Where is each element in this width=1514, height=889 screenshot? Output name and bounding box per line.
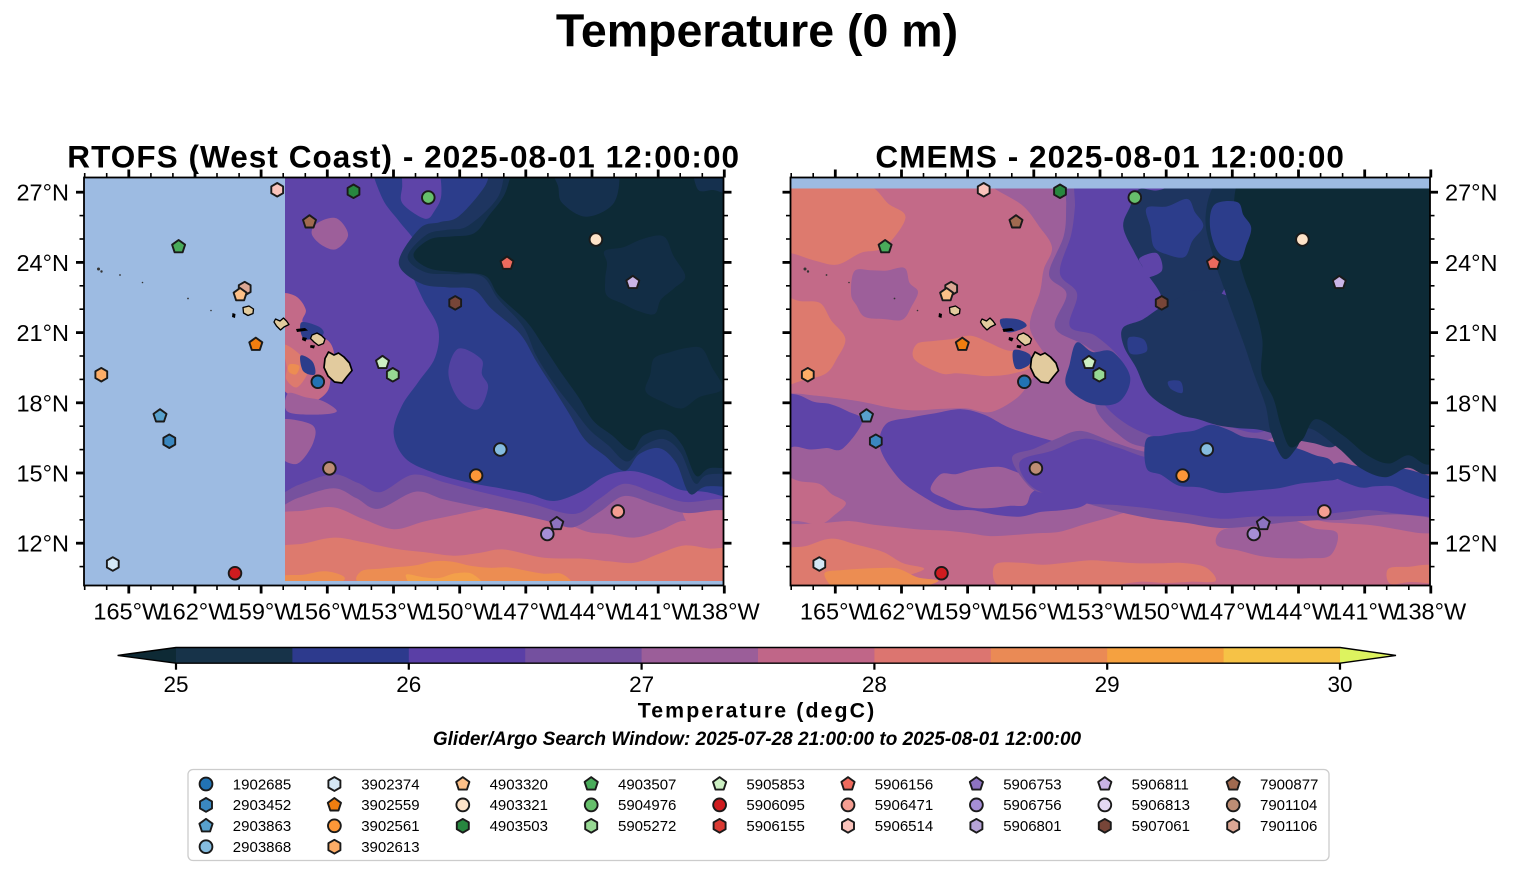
svg-text:18°N: 18°N xyxy=(16,390,69,416)
svg-text:141°W: 141°W xyxy=(623,599,695,625)
svg-text:5907061: 5907061 xyxy=(1132,818,1190,835)
svg-text:3902374: 3902374 xyxy=(361,776,419,793)
svg-text:24°N: 24°N xyxy=(16,250,69,276)
svg-text:25: 25 xyxy=(163,672,188,697)
svg-text:18°N: 18°N xyxy=(1445,390,1498,416)
svg-text:144°W: 144°W xyxy=(557,599,629,625)
svg-text:7901106: 7901106 xyxy=(1260,818,1317,835)
svg-text:21°N: 21°N xyxy=(1445,320,1498,346)
svg-text:27°N: 27°N xyxy=(1445,180,1498,206)
svg-text:144°W: 144°W xyxy=(1263,599,1335,625)
svg-text:30: 30 xyxy=(1327,672,1352,697)
svg-text:4903503: 4903503 xyxy=(490,818,548,835)
svg-text:21°N: 21°N xyxy=(16,320,69,346)
svg-text:28: 28 xyxy=(862,672,887,697)
svg-text:29: 29 xyxy=(1095,672,1120,697)
svg-text:2903868: 2903868 xyxy=(233,839,291,856)
svg-text:156°W: 156°W xyxy=(292,599,364,625)
svg-text:153°W: 153°W xyxy=(358,599,430,625)
svg-text:27°N: 27°N xyxy=(16,180,69,206)
svg-text:5906471: 5906471 xyxy=(875,797,933,814)
svg-text:5906756: 5906756 xyxy=(1003,797,1061,814)
svg-text:12°N: 12°N xyxy=(1445,531,1498,557)
svg-text:5906155: 5906155 xyxy=(746,818,804,835)
svg-text:165°W: 165°W xyxy=(800,599,872,625)
svg-text:5906514: 5906514 xyxy=(875,818,933,835)
svg-text:162°W: 162°W xyxy=(866,599,938,625)
svg-text:15°N: 15°N xyxy=(16,461,69,487)
svg-text:27: 27 xyxy=(629,672,654,697)
svg-text:5906753: 5906753 xyxy=(1003,776,1061,793)
svg-text:24°N: 24°N xyxy=(1445,250,1498,276)
svg-text:4903320: 4903320 xyxy=(490,776,548,793)
svg-text:141°W: 141°W xyxy=(1329,599,1401,625)
svg-text:150°W: 150°W xyxy=(1131,599,1203,625)
svg-text:3902561: 3902561 xyxy=(361,818,419,835)
svg-text:156°W: 156°W xyxy=(998,599,1070,625)
svg-text:1902685: 1902685 xyxy=(233,776,291,793)
svg-text:4903321: 4903321 xyxy=(490,797,548,814)
svg-text:26: 26 xyxy=(396,672,421,697)
svg-text:7900877: 7900877 xyxy=(1260,776,1318,793)
svg-text:Temperature (degC): Temperature (degC) xyxy=(638,698,877,722)
svg-text:5905272: 5905272 xyxy=(618,818,676,835)
svg-text:4903507: 4903507 xyxy=(618,776,676,793)
svg-text:5905853: 5905853 xyxy=(746,776,804,793)
svg-text:165°W: 165°W xyxy=(93,599,165,625)
svg-text:5906801: 5906801 xyxy=(1003,818,1061,835)
svg-text:159°W: 159°W xyxy=(226,599,298,625)
svg-text:5906095: 5906095 xyxy=(746,797,804,814)
svg-text:Temperature (0 m): Temperature (0 m) xyxy=(556,5,958,57)
svg-text:159°W: 159°W xyxy=(932,599,1004,625)
svg-text:138°W: 138°W xyxy=(1395,599,1467,625)
svg-text:153°W: 153°W xyxy=(1065,599,1137,625)
svg-text:12°N: 12°N xyxy=(16,531,69,557)
svg-text:138°W: 138°W xyxy=(689,599,761,625)
svg-text:162°W: 162°W xyxy=(160,599,232,625)
svg-text:150°W: 150°W xyxy=(424,599,496,625)
svg-text:15°N: 15°N xyxy=(1445,461,1498,487)
svg-text:3902559: 3902559 xyxy=(361,797,419,814)
svg-text:5906813: 5906813 xyxy=(1132,797,1190,814)
svg-text:Glider/Argo Search Window: 202: Glider/Argo Search Window: 2025-07-28 21… xyxy=(433,729,1082,750)
svg-text:5904976: 5904976 xyxy=(618,797,676,814)
svg-text:2903863: 2903863 xyxy=(233,818,291,835)
svg-text:5906811: 5906811 xyxy=(1132,776,1189,793)
svg-text:CMEMS - 2025-08-01 12:00:00: CMEMS - 2025-08-01 12:00:00 xyxy=(875,138,1345,174)
svg-text:3902613: 3902613 xyxy=(361,839,419,856)
svg-text:2903452: 2903452 xyxy=(233,797,291,814)
svg-text:5906156: 5906156 xyxy=(875,776,933,793)
svg-text:147°W: 147°W xyxy=(490,599,562,625)
svg-text:147°W: 147°W xyxy=(1197,599,1269,625)
svg-text:RTOFS (West Coast) - 2025-08-0: RTOFS (West Coast) - 2025-08-01 12:00:00 xyxy=(67,138,740,174)
svg-text:7901104: 7901104 xyxy=(1260,797,1317,814)
